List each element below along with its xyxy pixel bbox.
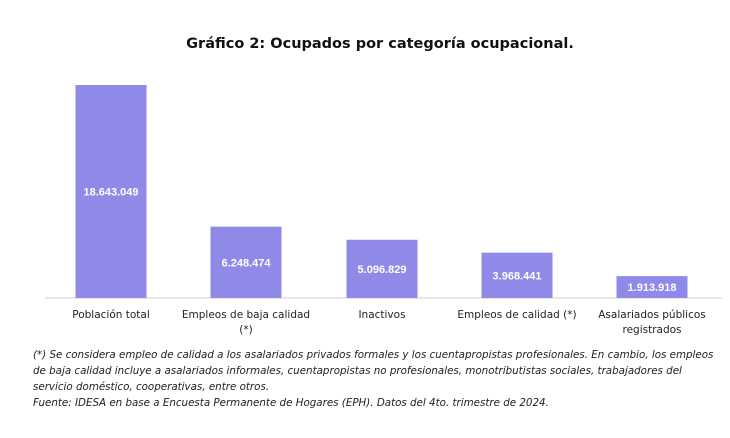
bar <box>481 252 553 298</box>
bar <box>616 276 688 298</box>
bar <box>75 85 147 298</box>
bar-value-label: 5.096.829 <box>358 264 407 276</box>
bar <box>346 239 418 298</box>
bar-value-label: 3.968.441 <box>493 270 542 282</box>
chart-title: Gráfico 2: Ocupados por categoría ocupac… <box>186 36 574 52</box>
category-label: registrados <box>622 324 681 336</box>
category-label: Asalariados públicos <box>598 309 706 321</box>
category-label: Población total <box>72 309 150 321</box>
bar-value-label: 1.913.918 <box>628 282 677 294</box>
category-label: Empleos de baja calidad <box>182 309 310 321</box>
bar-chart: 18.643.049 Población total 6.248.474 Empleo… <box>45 85 722 336</box>
category-label: (*) <box>239 324 252 336</box>
chart-notes: (*) Se considera empleo de calidad a los… <box>33 347 723 411</box>
category-label: Inactivos <box>358 309 405 321</box>
bar-value-label: 18.643.049 <box>83 187 138 199</box>
bar-value-label: 6.248.474 <box>222 257 272 269</box>
bar <box>210 226 282 298</box>
category-label: Empleos de calidad (*) <box>457 309 576 321</box>
footnote-text: (*) Se considera empleo de calidad a los… <box>33 349 714 393</box>
source-text: Fuente: IDESA en base a Encuesta Permane… <box>33 397 549 409</box>
